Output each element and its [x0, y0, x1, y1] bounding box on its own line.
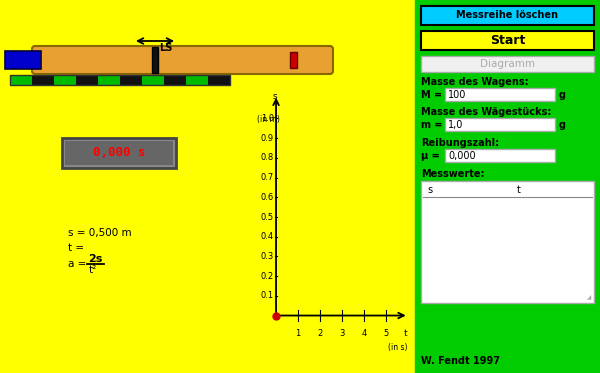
Text: t =: t = — [68, 243, 84, 253]
Text: Diagramm: Diagramm — [480, 59, 535, 69]
Text: 0.2: 0.2 — [261, 272, 274, 280]
Text: M =: M = — [421, 90, 442, 100]
Bar — [415, 0, 600, 373]
Bar — [98, 75, 120, 85]
Text: 0,000 s: 0,000 s — [93, 147, 145, 160]
Text: 2: 2 — [317, 329, 323, 338]
FancyBboxPatch shape — [421, 31, 594, 50]
Text: Start: Start — [490, 34, 525, 47]
Bar — [76, 75, 98, 85]
Text: μ =: μ = — [421, 151, 440, 161]
Bar — [290, 52, 297, 68]
Text: s = 0,500 m: s = 0,500 m — [68, 228, 131, 238]
Text: Reibungszahl:: Reibungszahl: — [421, 138, 499, 148]
FancyBboxPatch shape — [62, 138, 176, 168]
Text: 3: 3 — [340, 329, 345, 338]
Bar — [164, 75, 186, 85]
Text: 1.0: 1.0 — [261, 114, 274, 123]
Text: ◢: ◢ — [587, 295, 591, 300]
Text: 1: 1 — [296, 329, 301, 338]
Text: m =: m = — [421, 120, 443, 130]
FancyBboxPatch shape — [445, 88, 555, 101]
Text: (in s): (in s) — [388, 343, 407, 352]
Bar — [10, 75, 32, 85]
Text: 0.6: 0.6 — [260, 193, 274, 202]
Text: W. Fendt 1997: W. Fendt 1997 — [421, 356, 500, 366]
Bar — [10, 75, 230, 85]
Text: 0.9: 0.9 — [261, 134, 274, 143]
FancyBboxPatch shape — [65, 141, 173, 165]
Bar — [32, 75, 54, 85]
Bar — [54, 75, 76, 85]
Text: t: t — [517, 185, 521, 195]
FancyBboxPatch shape — [445, 149, 555, 162]
Text: 1,0: 1,0 — [448, 120, 463, 130]
Text: 0.3: 0.3 — [260, 252, 274, 261]
FancyBboxPatch shape — [421, 56, 594, 72]
Bar — [208, 75, 230, 85]
Text: a =: a = — [68, 259, 89, 269]
Text: 0.5: 0.5 — [261, 213, 274, 222]
Text: 0.1: 0.1 — [261, 291, 274, 300]
Text: g: g — [559, 120, 566, 130]
Text: s: s — [272, 92, 277, 101]
Text: Masse des Wägestücks:: Masse des Wägestücks: — [421, 107, 551, 117]
FancyBboxPatch shape — [445, 118, 555, 131]
Text: 0.7: 0.7 — [260, 173, 274, 182]
Text: (in m): (in m) — [257, 115, 280, 123]
Bar — [290, 101, 296, 109]
Text: 5: 5 — [384, 329, 389, 338]
Bar — [5, 51, 41, 69]
Text: Messwerte:: Messwerte: — [421, 169, 485, 179]
Text: Messreihe löschen: Messreihe löschen — [457, 10, 559, 21]
Text: 4: 4 — [362, 329, 367, 338]
Text: 0,000: 0,000 — [448, 151, 476, 161]
Text: 0.8: 0.8 — [260, 153, 274, 162]
Text: t: t — [403, 329, 407, 338]
Text: 2s: 2s — [88, 254, 103, 264]
Text: s: s — [427, 185, 432, 195]
Bar — [0, 0, 415, 373]
Text: LS: LS — [159, 43, 172, 53]
Text: g: g — [559, 90, 566, 100]
Text: Masse des Wagens:: Masse des Wagens: — [421, 77, 529, 87]
Bar — [142, 75, 164, 85]
Bar — [120, 75, 142, 85]
FancyBboxPatch shape — [421, 181, 594, 303]
Text: 100: 100 — [448, 90, 466, 100]
Bar — [186, 75, 208, 85]
Text: t²: t² — [89, 265, 97, 275]
Bar — [152, 47, 158, 73]
FancyBboxPatch shape — [421, 6, 594, 25]
FancyBboxPatch shape — [32, 46, 333, 74]
Text: 0.4: 0.4 — [261, 232, 274, 241]
